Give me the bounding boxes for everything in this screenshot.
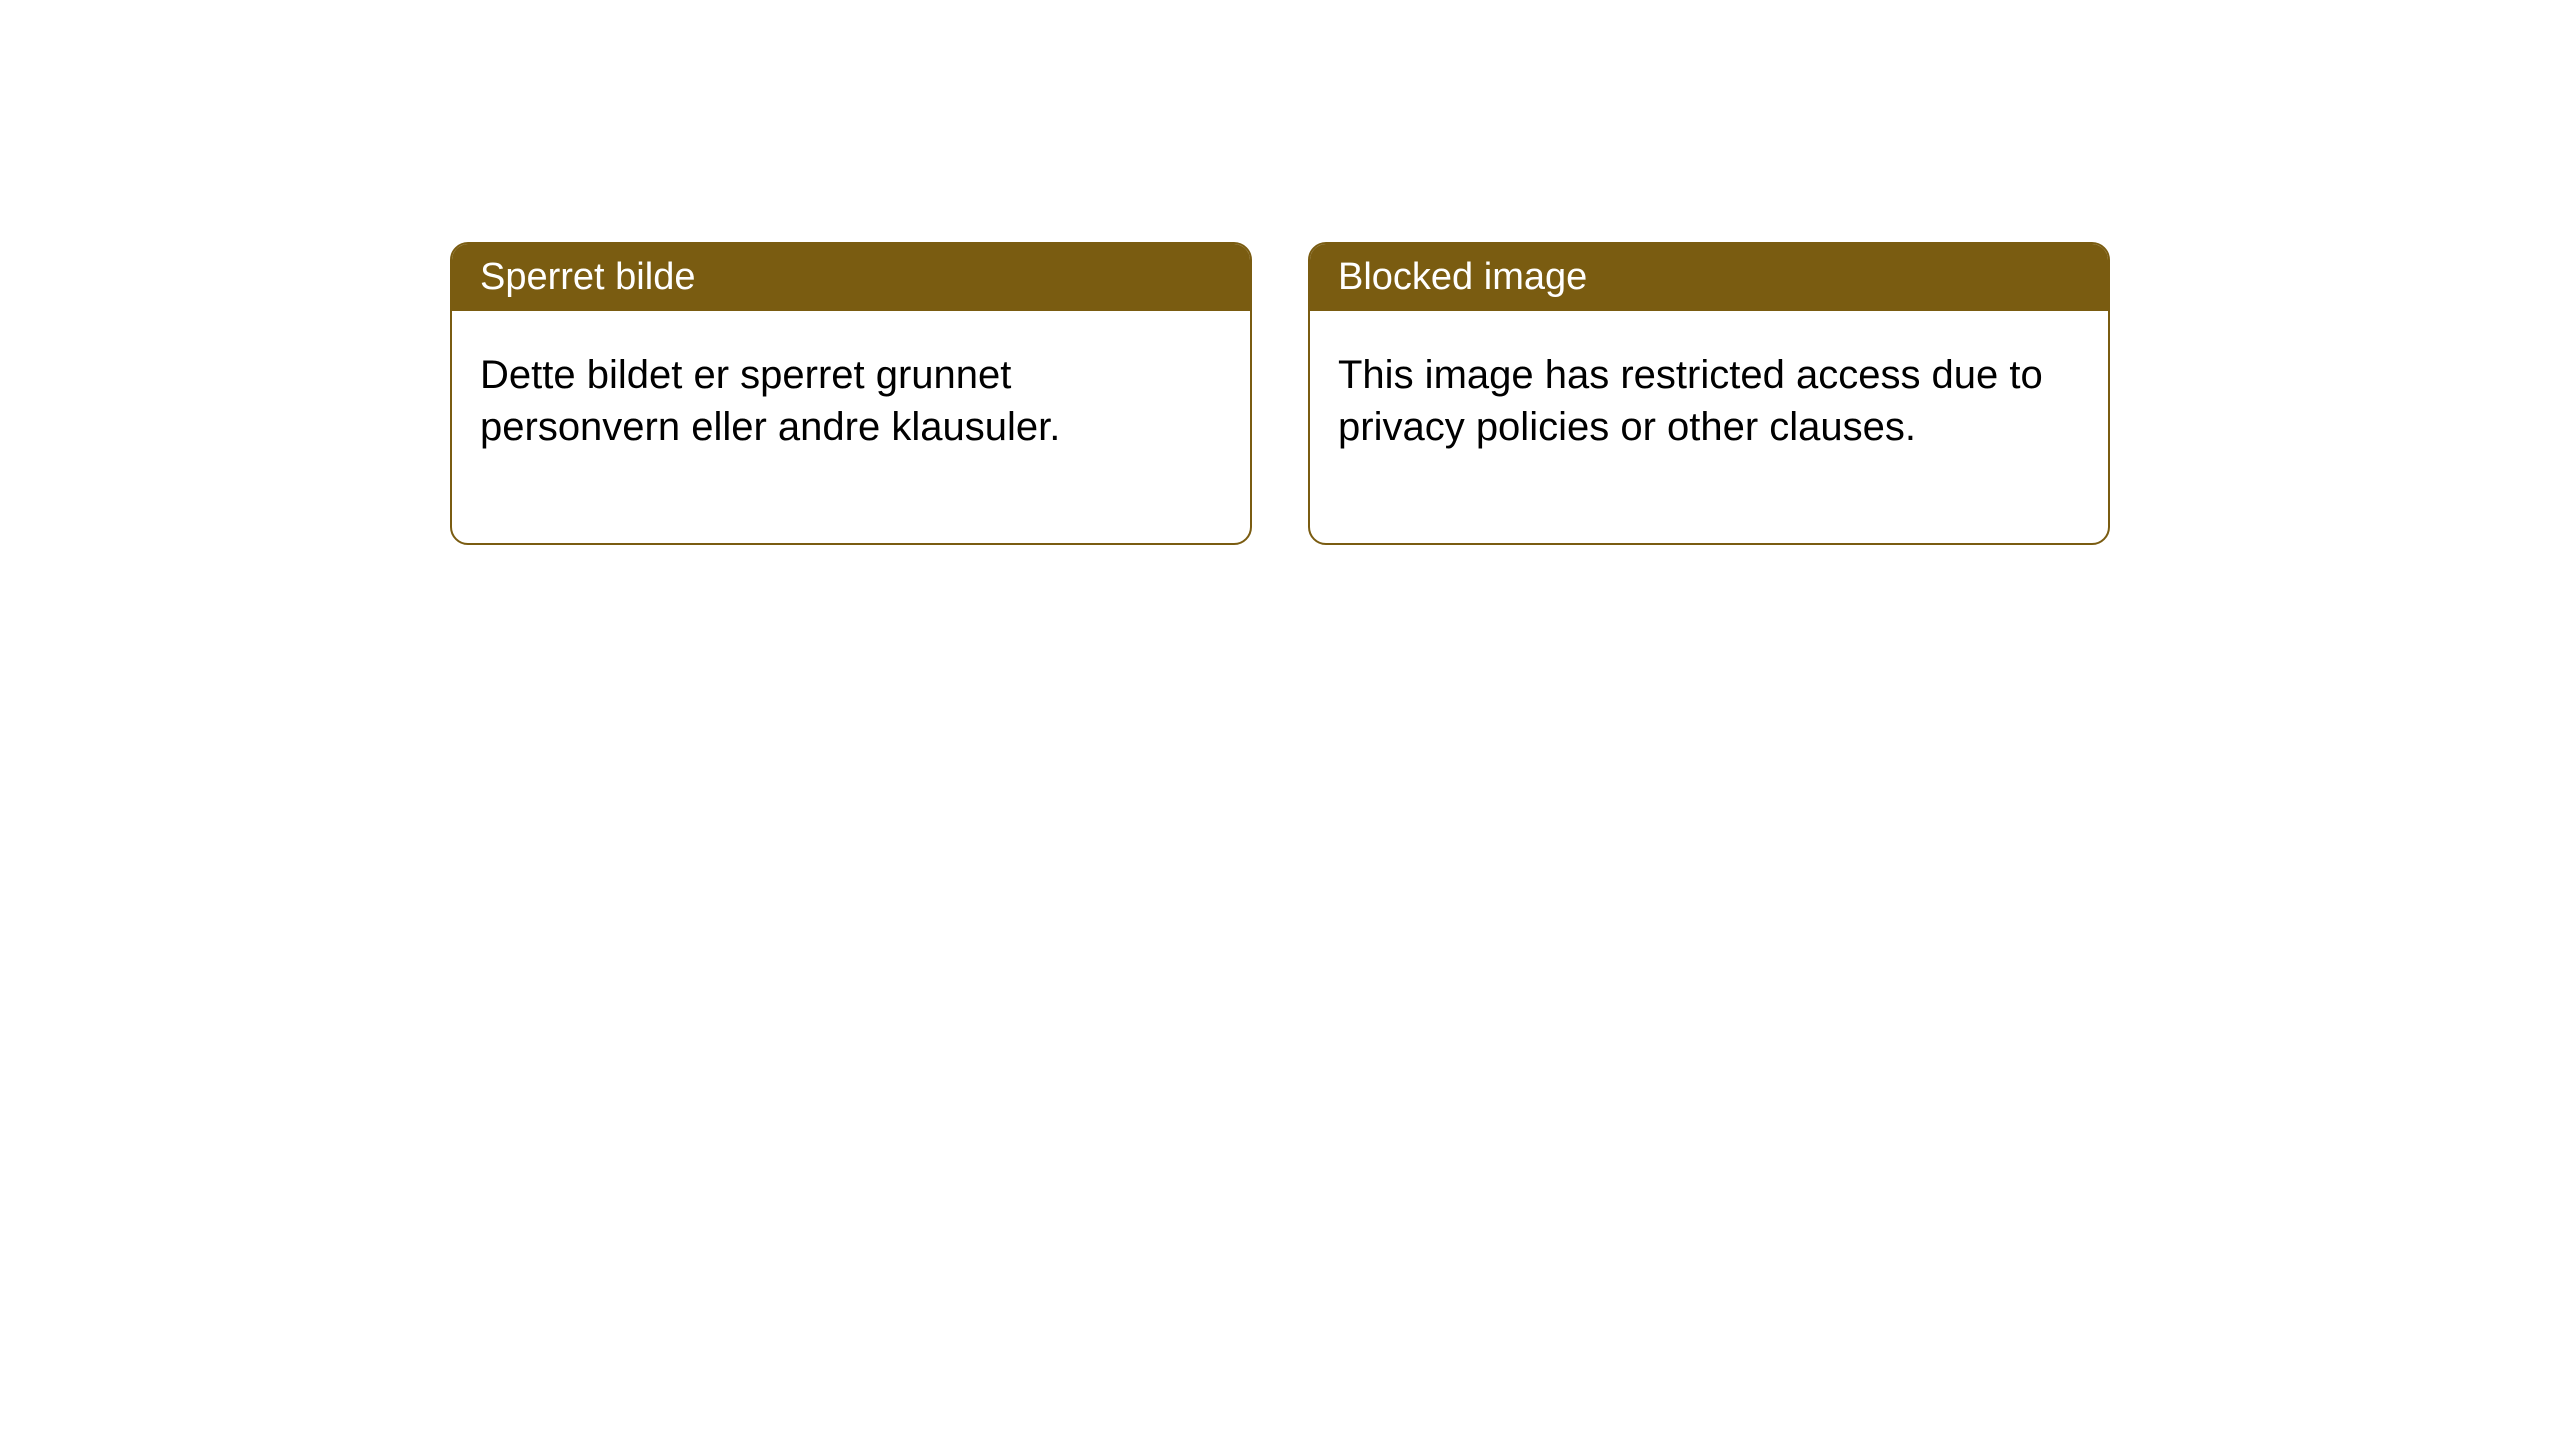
card-header: Blocked image: [1310, 244, 2108, 311]
card-title: Sperret bilde: [480, 256, 695, 298]
card-message: This image has restricted access due to …: [1338, 353, 2043, 449]
card-body: Dette bildet er sperret grunnet personve…: [452, 311, 1250, 543]
notice-cards-container: Sperret bilde Dette bildet er sperret gr…: [450, 242, 2560, 545]
notice-card-norwegian: Sperret bilde Dette bildet er sperret gr…: [450, 242, 1252, 545]
card-header: Sperret bilde: [452, 244, 1250, 311]
card-body: This image has restricted access due to …: [1310, 311, 2108, 543]
card-message: Dette bildet er sperret grunnet personve…: [480, 353, 1060, 449]
card-title: Blocked image: [1338, 256, 1587, 298]
notice-card-english: Blocked image This image has restricted …: [1308, 242, 2110, 545]
